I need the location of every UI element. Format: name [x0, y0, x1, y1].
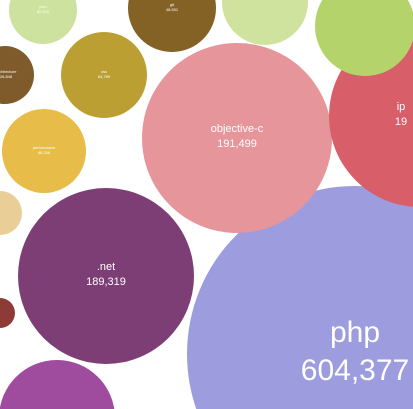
bubble-unlabeled-11 [0, 191, 22, 235]
bubble-unlabeled-9 [222, 0, 308, 45]
bubble-name-architecture: architecture [0, 69, 17, 74]
bubble-net [18, 188, 194, 364]
bubble-name-ip: ip [397, 101, 406, 113]
bubble-git [128, 0, 216, 52]
bubble-name-json: json [38, 4, 46, 9]
bubble-architecture [0, 46, 34, 104]
bubble-value-ip: 19 [395, 116, 407, 128]
bubble-value-json: 62,420 [37, 9, 50, 14]
bubble-value-objective-c: 191,499 [217, 138, 257, 150]
bubble-objective-c [142, 43, 332, 233]
bubble-json [9, 0, 77, 44]
bubble-php [187, 186, 413, 409]
bubble-value-performance: 48,258 [38, 150, 51, 155]
bubble-name-php: php [330, 316, 380, 349]
bubble-value-git: 48,951 [166, 7, 179, 12]
bubble-name-performance: performance [33, 145, 56, 150]
bubble-unlabeled-12 [0, 298, 15, 328]
bubble-name-net: .net [97, 261, 115, 273]
bubble-unlabeled-13 [0, 360, 115, 409]
bubble-value-architecture: 26,848 [0, 74, 13, 79]
bubble-value-php: 604,377 [301, 354, 409, 387]
bubble-name-git: git [170, 2, 175, 7]
bubble-unlabeled-10 [315, 0, 413, 76]
bubble-css [61, 32, 147, 118]
bubble-performance [2, 109, 86, 193]
bubble-name-css: css [101, 69, 107, 74]
bubble-value-css: 64,789 [98, 74, 111, 79]
bubble-value-net: 189,319 [86, 276, 126, 288]
bubble-name-objective-c: objective-c [211, 123, 264, 135]
